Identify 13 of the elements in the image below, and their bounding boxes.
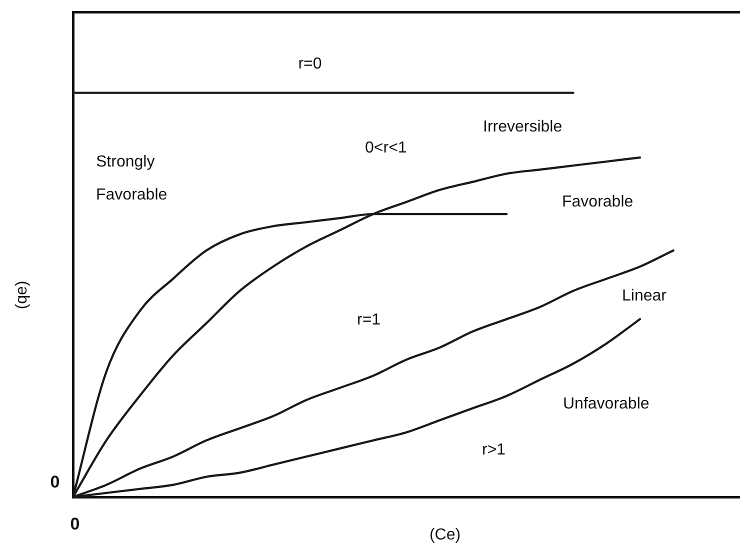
annotation: Linear bbox=[622, 287, 668, 304]
annotation: Favorable bbox=[562, 193, 634, 210]
annotation: Strongly Favorable bbox=[96, 153, 168, 204]
annotation: r=1 bbox=[357, 311, 381, 328]
text: r=0 bbox=[298, 55, 322, 72]
x-axis-title: (Ce) bbox=[429, 526, 461, 544]
y-axis-title: (qe) bbox=[13, 280, 30, 310]
annotation: Irreversible bbox=[483, 118, 562, 136]
annotation: r>1 bbox=[482, 441, 506, 458]
annotation: 0<r<1 bbox=[365, 139, 407, 156]
text: 0 bbox=[70, 514, 80, 534]
annotation: Unfavorable bbox=[563, 395, 650, 412]
text: 0 bbox=[50, 472, 60, 492]
